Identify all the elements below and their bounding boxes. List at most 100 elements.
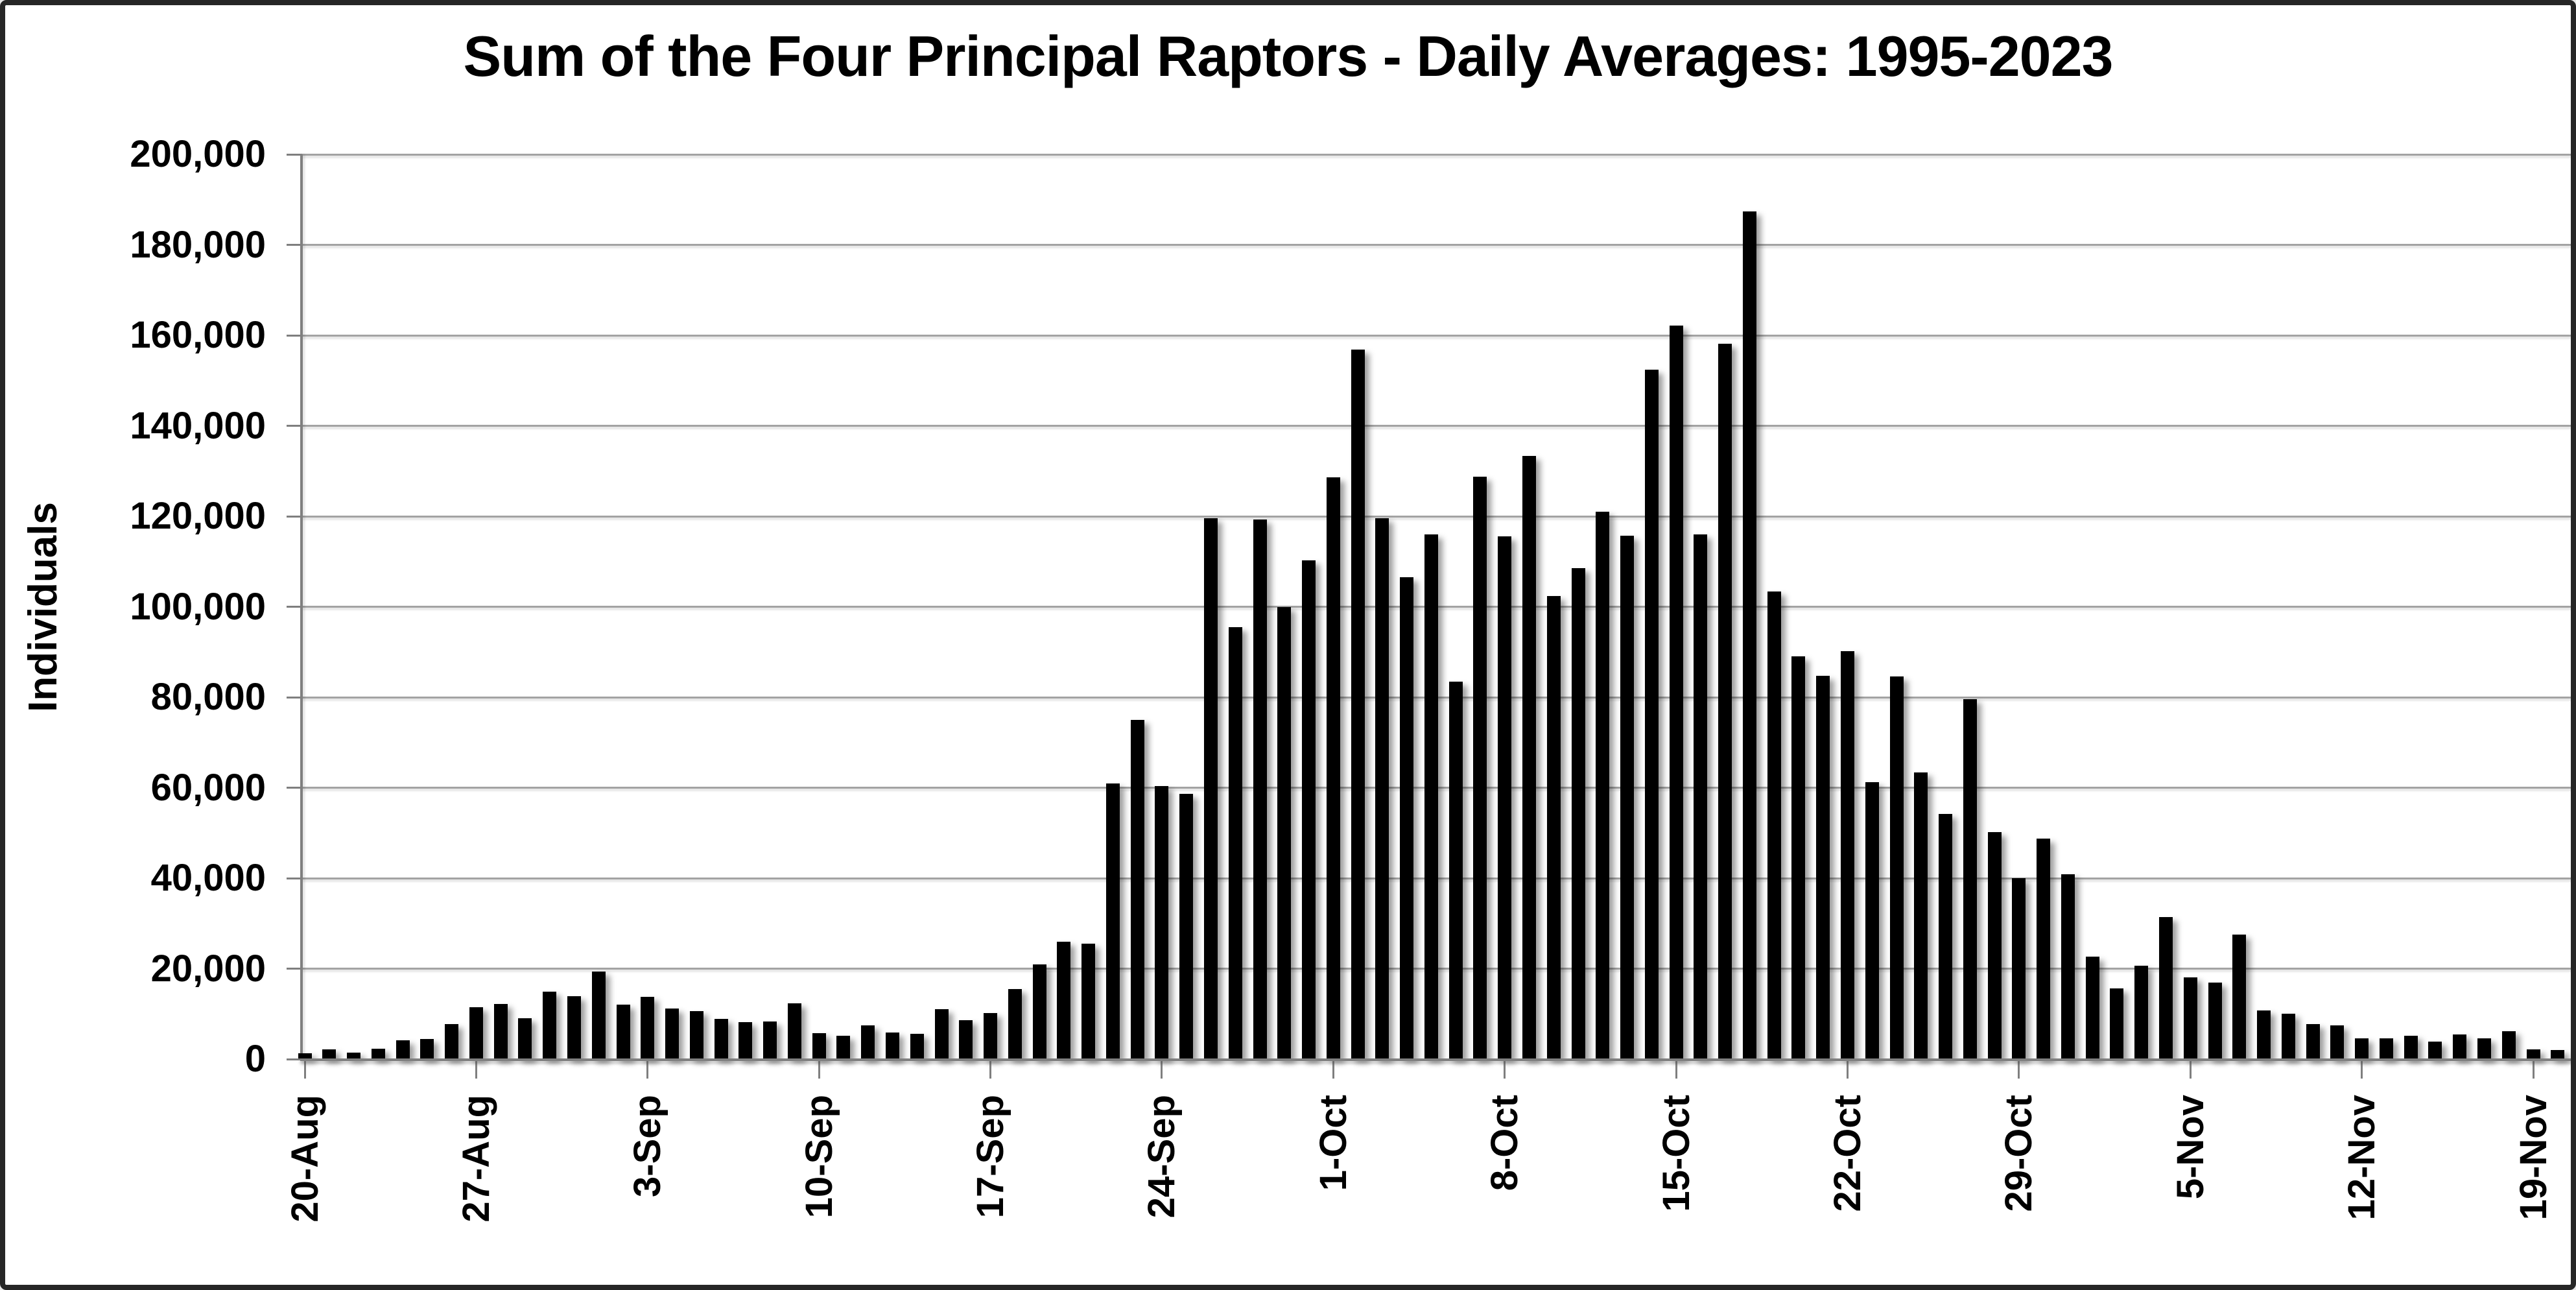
bar bbox=[2477, 1038, 2492, 1059]
x-tick-label: 5-Nov bbox=[2168, 1095, 2213, 1199]
y-tick-label: 180,000 bbox=[130, 223, 266, 266]
x-tick-label-text: 8-Oct bbox=[1483, 1095, 1526, 1191]
x-tick-label: 17-Sep bbox=[968, 1095, 1013, 1218]
y-tick-label: 100,000 bbox=[130, 585, 266, 628]
bar bbox=[1694, 534, 1708, 1059]
bar bbox=[396, 1040, 410, 1059]
bar bbox=[836, 1036, 851, 1059]
x-tick-label-text: 12-Nov bbox=[2341, 1095, 2383, 1221]
bar bbox=[2453, 1034, 2467, 1059]
plot-area: 0 20,000 40,000 60,000 80,000 100,000 120,000 1… bbox=[5, 5, 2571, 1285]
bar bbox=[2257, 1010, 2271, 1059]
bar bbox=[2134, 965, 2149, 1059]
gridline bbox=[302, 877, 2571, 879]
bar bbox=[1596, 512, 1610, 1059]
gridline bbox=[302, 515, 2571, 518]
bar bbox=[1400, 577, 1414, 1059]
bar bbox=[1963, 699, 1977, 1059]
bar bbox=[959, 1020, 973, 1059]
bar bbox=[518, 1018, 532, 1059]
bar bbox=[714, 1018, 728, 1059]
x-tick-label: 1-Oct bbox=[1310, 1095, 1356, 1191]
bar bbox=[2037, 838, 2051, 1059]
x-axis-tick bbox=[1504, 1059, 1506, 1079]
bar bbox=[2404, 1035, 2418, 1059]
y-tick-label: 120,000 bbox=[130, 495, 266, 537]
bar bbox=[1081, 944, 1096, 1059]
bar bbox=[2428, 1042, 2442, 1059]
bar bbox=[763, 1021, 777, 1059]
bar bbox=[1718, 343, 1732, 1059]
y-axis-tick bbox=[287, 606, 302, 608]
bar bbox=[543, 992, 557, 1059]
bar bbox=[1057, 942, 1071, 1059]
x-tick-label-text: 10-Sep bbox=[798, 1095, 840, 1219]
y-tick-label: 80,000 bbox=[150, 676, 266, 718]
x-tick-label-text: 29-Oct bbox=[1998, 1095, 2040, 1212]
bar bbox=[787, 1003, 801, 1059]
bar bbox=[1816, 675, 1830, 1059]
gridline bbox=[302, 696, 2571, 699]
x-axis-tick bbox=[2361, 1059, 2363, 1079]
x-axis-tick bbox=[1675, 1059, 1677, 1079]
bar bbox=[1987, 831, 2002, 1059]
bar bbox=[1228, 627, 1242, 1059]
x-tick-label-text: 19-Nov bbox=[2512, 1095, 2555, 1221]
bar bbox=[1791, 656, 1806, 1059]
bar bbox=[322, 1049, 337, 1059]
bar bbox=[1424, 534, 1438, 1059]
y-tick-label: 60,000 bbox=[150, 766, 266, 809]
x-axis-tick bbox=[1847, 1059, 1849, 1079]
bar bbox=[1889, 676, 1904, 1059]
bar bbox=[2232, 935, 2247, 1059]
x-tick-label-text: 3-Sep bbox=[626, 1095, 669, 1197]
bar bbox=[1865, 782, 1879, 1059]
bar bbox=[1841, 651, 1854, 1059]
bar bbox=[1203, 518, 1218, 1059]
bar bbox=[1742, 211, 1756, 1059]
bar bbox=[2355, 1038, 2369, 1059]
bar bbox=[641, 996, 655, 1059]
y-tick-label: 20,000 bbox=[150, 947, 266, 990]
y-axis-tick bbox=[287, 244, 302, 246]
gridline bbox=[302, 153, 2571, 156]
bar bbox=[1351, 350, 1365, 1059]
x-tick-label-text: 1-Oct bbox=[1312, 1095, 1354, 1191]
bar bbox=[1767, 591, 1781, 1059]
bar bbox=[2551, 1050, 2565, 1059]
bar bbox=[2085, 956, 2099, 1059]
x-tick-label-text: 27-Aug bbox=[455, 1095, 497, 1223]
bar bbox=[1498, 536, 1512, 1059]
bar bbox=[2526, 1049, 2540, 1059]
bar bbox=[934, 1009, 949, 1059]
bar bbox=[2501, 1031, 2516, 1059]
x-tick-label: 12-Nov bbox=[2339, 1095, 2385, 1220]
x-tick-label: 15-Oct bbox=[1653, 1095, 1699, 1212]
y-axis-tick bbox=[287, 515, 302, 518]
y-axis-tick bbox=[287, 334, 302, 337]
bar bbox=[1130, 719, 1144, 1059]
bar bbox=[689, 1011, 703, 1059]
bar bbox=[984, 1012, 998, 1059]
bar bbox=[812, 1033, 826, 1059]
bar bbox=[2159, 916, 2173, 1059]
y-axis-tick bbox=[287, 425, 302, 427]
gridline bbox=[302, 787, 2571, 789]
bar bbox=[493, 1003, 508, 1059]
bar bbox=[1669, 325, 1683, 1059]
x-axis-tick bbox=[2532, 1059, 2535, 1079]
x-axis-tick bbox=[2189, 1059, 2192, 1079]
chart-title: Sum of the Four Principal Raptors - Dail… bbox=[463, 24, 2114, 88]
bar bbox=[1473, 477, 1487, 1059]
bar bbox=[910, 1033, 924, 1059]
y-axis-tick bbox=[287, 877, 302, 879]
x-tick-label: 10-Sep bbox=[796, 1095, 842, 1218]
bar bbox=[2306, 1024, 2320, 1059]
x-axis-tick bbox=[818, 1059, 820, 1079]
x-axis-tick bbox=[1161, 1059, 1163, 1079]
bar bbox=[1253, 519, 1267, 1059]
bar bbox=[347, 1052, 361, 1059]
bar bbox=[567, 996, 581, 1059]
x-tick-label: 22-Oct bbox=[1825, 1095, 1871, 1212]
